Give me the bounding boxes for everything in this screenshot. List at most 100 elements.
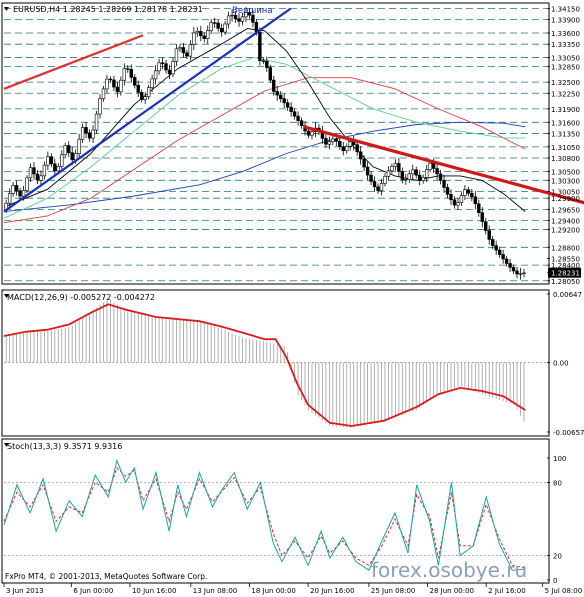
candle-body	[331, 138, 335, 142]
candle-body	[477, 203, 481, 213]
y-tick-label: 1.30300	[551, 177, 580, 185]
candle-body	[292, 111, 297, 117]
peak-annotation: Вершина	[232, 6, 273, 16]
candle-body	[351, 141, 356, 145]
candle-body	[424, 169, 429, 178]
macd-tick-label: 0.00	[553, 359, 569, 367]
macd-tick-label: 0.00647	[553, 291, 582, 299]
candle-body	[206, 30, 210, 40]
y-tick-label: 1.29400	[551, 218, 580, 226]
candle-body	[28, 167, 33, 179]
candle-body	[386, 170, 391, 177]
candle-body	[358, 151, 363, 160]
y-tick-label: 1.29900	[551, 195, 580, 203]
macd-panel-frame	[1, 289, 550, 437]
candle-body	[324, 138, 328, 145]
candle-body	[348, 141, 352, 147]
candle-body	[355, 144, 359, 153]
macd-tick-label: -0.00657	[553, 429, 584, 437]
macd-header-text: MACD(12,26,9) -0.005272 -0.004272	[7, 293, 155, 302]
candle-body	[167, 69, 172, 75]
candle-body	[84, 127, 88, 134]
y-tick-label: 1.31350	[551, 130, 580, 138]
candle-body	[171, 61, 175, 75]
stoch-tick-label: 100	[553, 455, 566, 463]
y-tick-label: 1.28231	[551, 270, 580, 278]
x-tick-label: 18 Jun 00:00	[251, 587, 295, 595]
candle-body	[42, 164, 47, 177]
candle-body	[338, 140, 342, 147]
candle-body	[407, 173, 411, 180]
main-y-axis: 1.34150 1.33900 1.33600 1.33350 1.330501.328…	[547, 5, 581, 286]
stoch-tick-label: 80	[553, 479, 562, 487]
candle-body	[164, 63, 168, 71]
candle-body	[282, 98, 286, 104]
candle-body	[345, 145, 349, 152]
x-tick-label: 28 Jun 00:00	[430, 587, 474, 595]
candle-body	[112, 79, 116, 88]
main-panel-frame	[1, 2, 550, 285]
candle-body	[18, 190, 22, 197]
candle-body	[91, 129, 95, 139]
stoch-grid	[4, 482, 547, 556]
main-header-text: EURUSD,H4 1.28245 1.28269 1.28178 1.2823…	[13, 5, 203, 14]
candle-body	[105, 78, 109, 90]
candle-body	[508, 263, 512, 268]
candle-body	[279, 94, 283, 99]
candle-body	[14, 185, 19, 192]
candle-body	[442, 180, 446, 188]
candle-body	[70, 152, 74, 161]
ma-red-line	[3, 77, 526, 224]
candle-body	[501, 254, 505, 260]
candle-body	[25, 177, 29, 191]
candle-body	[404, 178, 408, 181]
copyright-text: FxPro MT4, © 2001-2013, MetaQuotes Softw…	[5, 572, 207, 581]
y-tick-label: 1.32250	[551, 90, 580, 98]
candle-body	[272, 79, 276, 92]
candle-body	[504, 258, 509, 264]
candle-body	[372, 181, 377, 188]
candle-body	[275, 91, 279, 96]
macd-histogram	[5, 299, 525, 428]
candle-body	[327, 141, 332, 145]
candle-body	[466, 189, 471, 194]
macd-signal-path	[3, 303, 526, 427]
candle-body	[150, 78, 154, 88]
candle-body	[459, 195, 464, 203]
candle-body	[115, 86, 120, 93]
candle-body	[480, 212, 484, 222]
candle-body	[522, 272, 526, 275]
candle-body	[133, 77, 137, 86]
candle-body	[237, 18, 241, 22]
y-tick-label: 1.28550	[551, 255, 580, 263]
candle-body	[140, 92, 144, 100]
candle-body	[32, 167, 36, 175]
candle-body	[511, 267, 516, 272]
candle-body	[223, 23, 227, 33]
y-tick-label: 1.30500	[551, 168, 580, 176]
candle-body	[334, 138, 339, 142]
stoch-header-icon	[4, 443, 9, 447]
candle-body	[445, 187, 450, 195]
candle-body	[452, 199, 457, 206]
candle-body	[494, 245, 498, 251]
main-trendlines	[3, 7, 584, 213]
candle-body	[49, 156, 54, 165]
x-tick-label: 10 Jun 16:00	[132, 587, 176, 595]
x-axis: 3 Jun 2013 6 Jun 00:00 10 Jun 16:00 13 Jun …	[3, 583, 582, 595]
candle-body	[414, 169, 418, 176]
candle-body	[216, 22, 220, 29]
current-price-box	[548, 267, 581, 278]
candle-body	[146, 87, 151, 97]
stoch-main-line	[3, 458, 526, 571]
stoch-y-axis: 100 80 20 0	[547, 455, 566, 585]
stoch-panel-frame	[1, 438, 550, 584]
candle-body	[258, 31, 262, 61]
candle-body	[153, 70, 158, 80]
candle-body	[438, 173, 443, 181]
candle-body	[119, 79, 123, 93]
candle-body	[185, 52, 189, 57]
candle-body	[11, 185, 15, 194]
candle-body	[143, 96, 147, 100]
candle-body	[53, 163, 57, 172]
